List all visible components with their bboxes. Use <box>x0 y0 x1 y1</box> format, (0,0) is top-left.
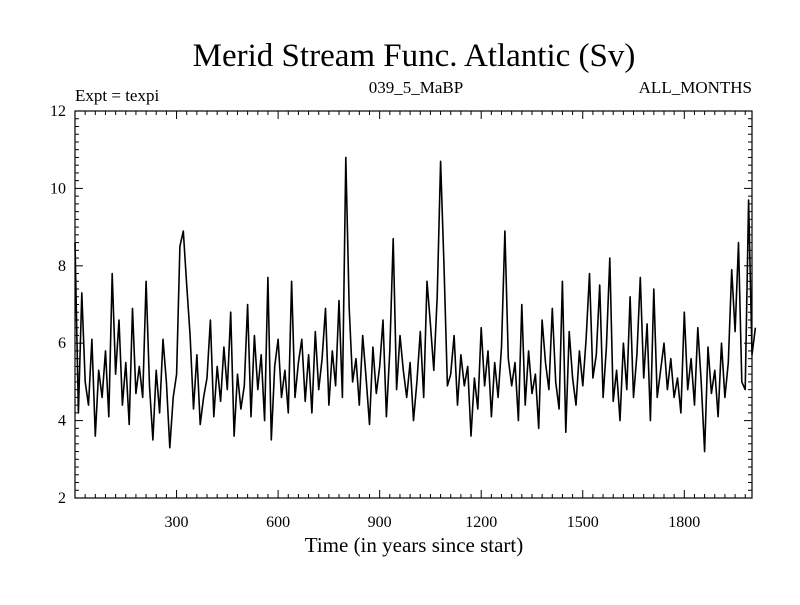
x-tick-label: 1800 <box>668 514 700 531</box>
x-tick-label: 300 <box>165 514 189 531</box>
subtitle-months: ALL_MONTHS <box>639 78 752 97</box>
series-line-0 <box>74 156 757 453</box>
x-tick-label: 600 <box>266 514 290 531</box>
x-tick-label: 1500 <box>567 514 599 531</box>
x-axis-label: Time (in years since start) <box>305 533 524 557</box>
subtitle-case: 039_5_MaBP <box>369 78 463 97</box>
subtitle-experiment: Expt = texpi <box>75 86 159 105</box>
y-tick-label: 6 <box>58 335 66 352</box>
x-tick-label: 900 <box>368 514 392 531</box>
y-tick-label: 10 <box>50 180 66 197</box>
y-tick-label: 4 <box>58 413 66 430</box>
plot-area: 300 600 900 1200 1500 1800 2 4 6 8 10 12 <box>50 103 757 531</box>
chart-title: Merid Stream Func. Atlantic (Sv) <box>193 38 636 74</box>
x-tick-label: 1200 <box>465 514 497 531</box>
y-tick-label: 12 <box>50 103 66 120</box>
y-tick-label: 2 <box>58 490 66 507</box>
y-tick-label: 8 <box>58 258 66 275</box>
